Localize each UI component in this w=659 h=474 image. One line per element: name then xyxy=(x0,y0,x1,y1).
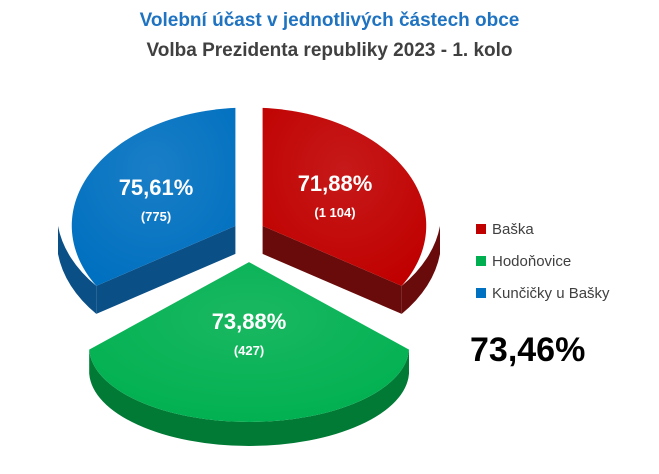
legend-item-baska: Baška xyxy=(476,213,610,245)
legend-item-hodonovice: Hodoňovice xyxy=(476,245,610,277)
legend-item-kuncicky: Kunčičky u Bašky xyxy=(476,277,610,309)
legend-label-baska: Baška xyxy=(492,220,534,238)
slice-side-kuncicky xyxy=(96,225,236,314)
legend-swatch-baska xyxy=(476,224,486,234)
slice-side-baska-outer xyxy=(401,226,440,314)
chart-title: Volební účast v jednotlivých částech obc… xyxy=(139,10,520,31)
legend: Baška Hodoňovice Kunčičky u Bašky xyxy=(476,213,610,309)
legend-label-kuncicky: Kunčičky u Bašky xyxy=(492,284,610,302)
data-label-baska-pct: 71,88% xyxy=(298,171,373,196)
total-turnout: 73,46% xyxy=(470,331,586,369)
slice-side-kuncicky-outer xyxy=(58,226,97,314)
slice-side-baska xyxy=(262,225,402,314)
data-label-kuncicky-count: (775) xyxy=(141,209,171,224)
data-label-hodonovice-pct: 73,88% xyxy=(212,309,287,334)
data-label-hodonovice-count: (427) xyxy=(234,343,264,358)
legend-swatch-kuncicky xyxy=(476,288,486,298)
data-label-baska-count: (1 104) xyxy=(314,205,355,220)
data-label-kuncicky-pct: 75,61% xyxy=(119,175,194,200)
legend-label-hodonovice: Hodoňovice xyxy=(492,252,572,270)
legend-swatch-hodonovice xyxy=(476,256,486,266)
slice-side-hodonovice xyxy=(89,349,409,446)
chart-subtitle: Volba Prezidenta republiky 2023 - 1. kol… xyxy=(146,40,513,61)
